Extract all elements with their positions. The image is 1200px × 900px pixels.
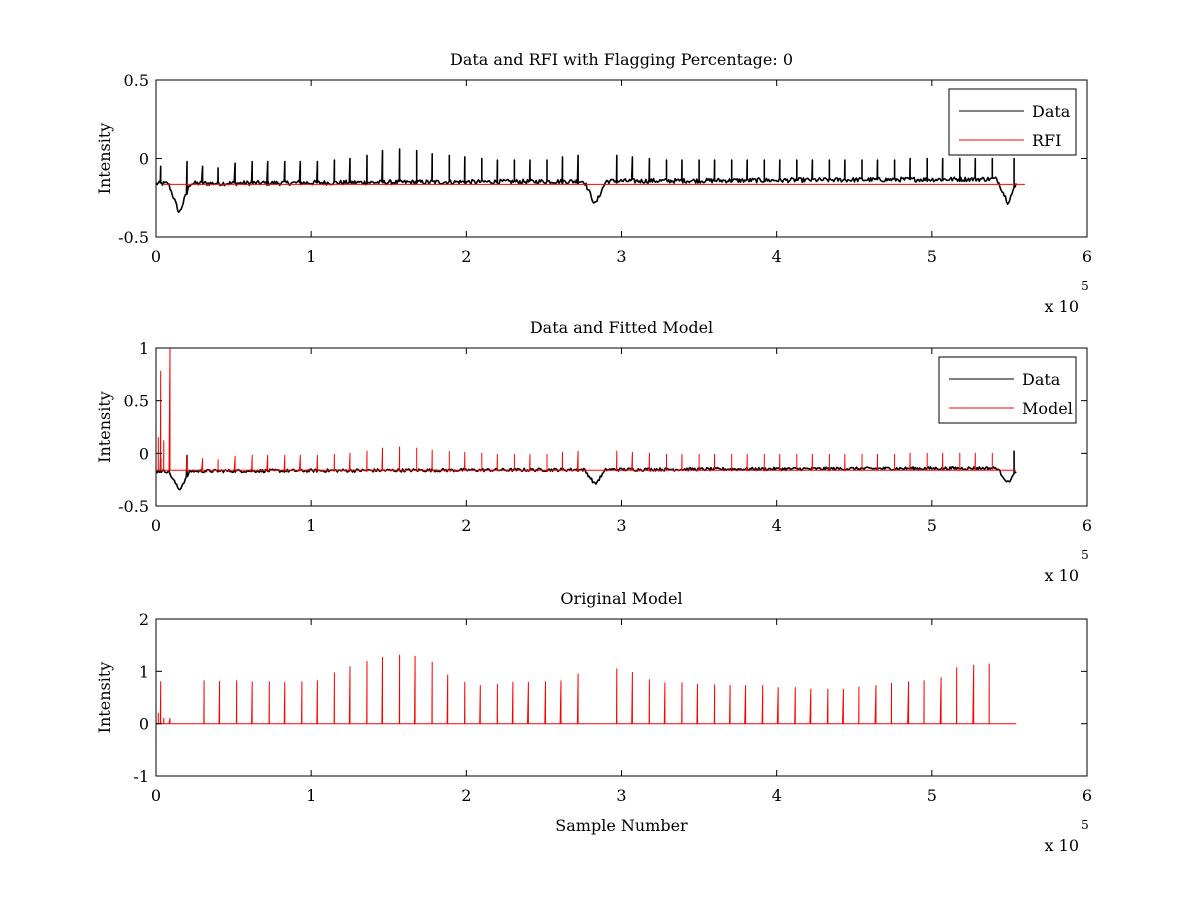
legend-box — [948, 88, 1077, 156]
chart-title: Original Model — [560, 589, 682, 608]
series-original-model — [156, 654, 1017, 725]
x-multiplier-base: x 10 — [1045, 566, 1079, 585]
y-axis-label: Intensity — [95, 391, 114, 463]
x-tick-label: 2 — [461, 247, 471, 266]
legend-label: RFI — [1032, 131, 1061, 150]
x-tick-label: 2 — [461, 516, 471, 535]
x-tick-label: 2 — [461, 786, 471, 805]
x-tick-label: 0 — [151, 786, 161, 805]
x-tick-label: 3 — [616, 247, 626, 266]
x-tick-label: 6 — [1082, 786, 1092, 805]
x-tick-label: 5 — [927, 247, 937, 266]
y-tick-label: 0 — [139, 150, 149, 169]
y-tick-label: -0.5 — [118, 228, 149, 247]
x-tick-label: 1 — [306, 516, 316, 535]
legend-label: Data — [1032, 102, 1071, 121]
y-tick-label: -1 — [133, 767, 149, 786]
series-model — [156, 348, 1017, 471]
x-tick-label: 0 — [151, 516, 161, 535]
x-tick-label: 4 — [772, 786, 782, 805]
y-tick-label: 0 — [139, 715, 149, 734]
x-tick-label: 6 — [1082, 247, 1092, 266]
x-tick-label: 3 — [616, 516, 626, 535]
x-multiplier-base: x 10 — [1045, 297, 1079, 316]
legend-box — [938, 356, 1077, 424]
x-tick-label: 6 — [1082, 516, 1092, 535]
plot-area — [156, 148, 1025, 213]
chart-title: Data and Fitted Model — [530, 318, 713, 337]
x-multiplier-exponent: 5 — [1081, 548, 1089, 562]
x-tick-label: 1 — [306, 247, 316, 266]
chart-title: Data and RFI with Flagging Percentage: 0 — [450, 50, 793, 69]
plot-area — [156, 348, 1017, 491]
x-tick-label: 5 — [927, 786, 937, 805]
legend: Data Model — [938, 356, 1077, 424]
legend-label: Model — [1022, 399, 1073, 418]
x-tick-label: 1 — [306, 786, 316, 805]
y-tick-label: 1 — [139, 339, 149, 358]
y-tick-label: 0.5 — [124, 71, 149, 90]
plot-area — [156, 654, 1017, 725]
x-multiplier-exponent: 5 — [1081, 818, 1089, 832]
legend-label: Data — [1022, 370, 1061, 389]
y-axis-label: Intensity — [95, 662, 114, 734]
x-axis-label: Sample Number — [555, 816, 688, 835]
x-multiplier-base: x 10 — [1045, 836, 1079, 855]
x-tick-label: 3 — [616, 786, 626, 805]
y-axis-label: Intensity — [95, 123, 114, 195]
y-tick-label: -0.5 — [118, 497, 149, 516]
x-tick-label: 5 — [927, 516, 937, 535]
series-data — [156, 148, 1017, 213]
y-tick-label: 0 — [139, 444, 149, 463]
legend: Data RFI — [948, 88, 1077, 156]
y-tick-label: 2 — [139, 610, 149, 629]
x-multiplier-exponent: 5 — [1081, 279, 1089, 293]
x-tick-label: 4 — [772, 247, 782, 266]
y-tick-label: 1 — [139, 662, 149, 681]
x-tick-label: 0 — [151, 247, 161, 266]
y-tick-label: 0.5 — [124, 392, 149, 411]
x-tick-label: 4 — [772, 516, 782, 535]
